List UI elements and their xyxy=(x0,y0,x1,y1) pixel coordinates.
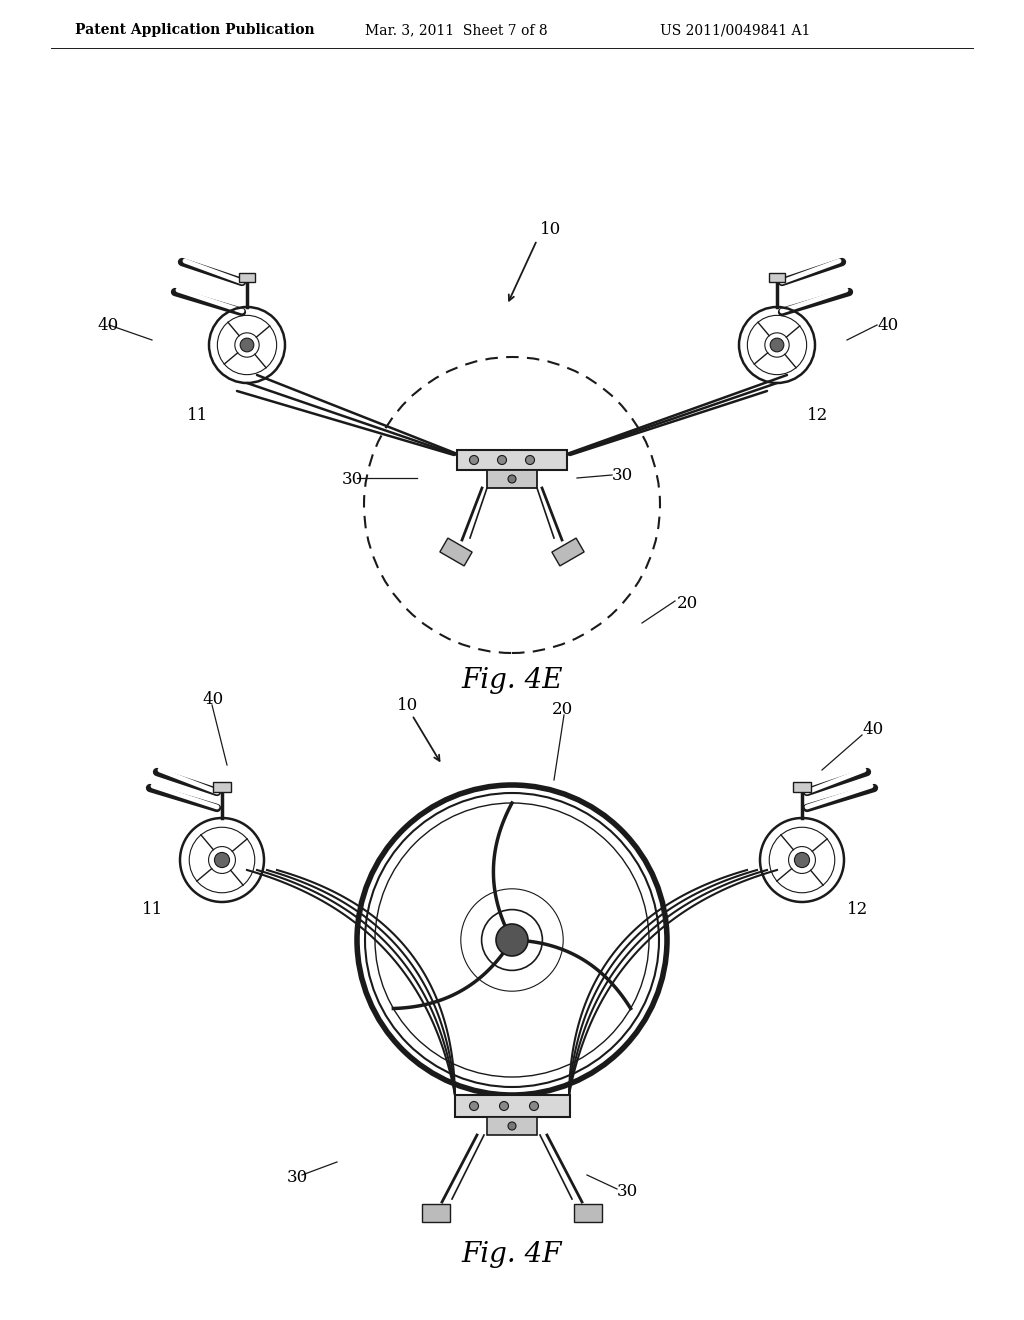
Bar xyxy=(457,450,567,470)
Text: 40: 40 xyxy=(202,692,223,709)
Circle shape xyxy=(508,475,516,483)
Circle shape xyxy=(525,455,535,465)
Bar xyxy=(574,1204,602,1222)
Bar xyxy=(487,470,537,488)
Text: 40: 40 xyxy=(877,317,898,334)
Text: Mar. 3, 2011  Sheet 7 of 8: Mar. 3, 2011 Sheet 7 of 8 xyxy=(365,22,548,37)
Circle shape xyxy=(500,1101,509,1110)
Text: 20: 20 xyxy=(677,594,698,611)
Circle shape xyxy=(214,853,229,867)
Circle shape xyxy=(795,853,810,867)
Text: 10: 10 xyxy=(397,697,418,714)
Text: US 2011/0049841 A1: US 2011/0049841 A1 xyxy=(660,22,810,37)
Text: 11: 11 xyxy=(142,902,163,919)
Text: 20: 20 xyxy=(552,701,573,718)
Bar xyxy=(455,1096,570,1117)
Text: 10: 10 xyxy=(540,222,561,239)
Bar xyxy=(769,273,785,282)
Bar xyxy=(422,1204,450,1222)
Text: Fig. 4E: Fig. 4E xyxy=(461,667,563,693)
Text: 12: 12 xyxy=(847,902,868,919)
Circle shape xyxy=(770,338,783,352)
Text: Patent Application Publication: Patent Application Publication xyxy=(75,22,314,37)
Bar xyxy=(552,539,584,566)
Circle shape xyxy=(469,1101,478,1110)
Text: 30: 30 xyxy=(342,471,364,488)
Bar xyxy=(793,781,811,792)
Text: 30: 30 xyxy=(287,1168,308,1185)
Bar xyxy=(487,1117,537,1135)
Text: Fig. 4F: Fig. 4F xyxy=(462,1242,562,1269)
Bar xyxy=(213,781,231,792)
Circle shape xyxy=(529,1101,539,1110)
Circle shape xyxy=(469,455,478,465)
Bar xyxy=(440,539,472,566)
Circle shape xyxy=(498,455,507,465)
Text: 30: 30 xyxy=(612,466,633,483)
Circle shape xyxy=(241,338,254,352)
Text: 11: 11 xyxy=(187,407,208,424)
Circle shape xyxy=(508,1122,516,1130)
Text: 30: 30 xyxy=(617,1184,638,1200)
Bar xyxy=(239,273,255,282)
Text: 40: 40 xyxy=(862,722,884,738)
Text: 12: 12 xyxy=(807,407,828,424)
Text: 40: 40 xyxy=(97,317,118,334)
Circle shape xyxy=(496,924,528,956)
